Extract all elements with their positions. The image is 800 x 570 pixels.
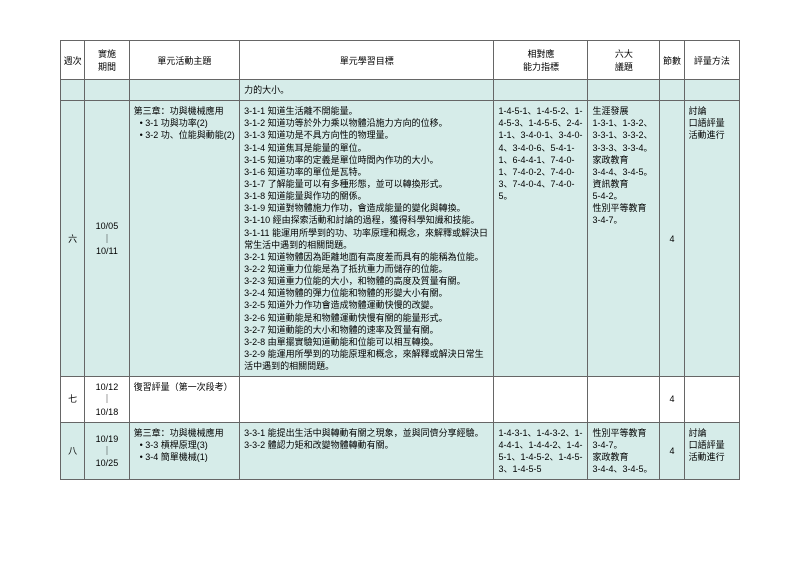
- topic-7: 復習評量（第一次段考）: [129, 377, 240, 422]
- table-row: 八 10/19 ｜ 10/25 第三章：功與機械應用 3-3 槓桿原理(3) 3…: [61, 422, 740, 480]
- periods-7: 4: [660, 377, 684, 422]
- obj-fragment: 力的大小。: [240, 80, 494, 101]
- objective-line: 3-2-7 知道動能的大小和物體的速率及質量有關。: [244, 324, 489, 336]
- six-7: [588, 377, 660, 422]
- eval-6: 討論 口語評量 活動進行: [684, 101, 739, 377]
- topic-item: 3-2 功、位能與動能(2): [140, 129, 236, 141]
- week-8: 八: [61, 422, 85, 480]
- topic-8: 第三章：功與機械應用 3-3 槓桿原理(3) 3-4 簡單機械(1): [129, 422, 240, 480]
- th-periods: 節數: [660, 41, 684, 80]
- dates-8: 10/19 ｜ 10/25: [85, 422, 129, 480]
- ability-7: [494, 377, 588, 422]
- objective-line: 3-2-2 知道重力位能是為了抵抗重力而儲存的位能。: [244, 263, 489, 275]
- objective-line: 3-2-3 知道重力位能的大小，和物體的高度及質量有關。: [244, 275, 489, 287]
- objective-line: 3-1-3 知道功是不具方向性的物理量。: [244, 129, 489, 141]
- dates-6: 10/05 ｜ 10/11: [85, 101, 129, 377]
- objective-line: 3-2-6 知道動能是和物體運動快慢有關的能量形式。: [244, 312, 489, 324]
- objective-line: 3-1-10 經由探索活動和討論的過程，獲得科學知識和技能。: [244, 214, 489, 226]
- periods-8: 4: [660, 422, 684, 480]
- periods-6: 4: [660, 101, 684, 377]
- topic-title: 第三章：功與機械應用: [134, 427, 236, 439]
- topic-item: 3-4 簡單機械(1): [140, 451, 236, 463]
- table-row: 六 10/05 ｜ 10/11 第三章：功與機械應用 3-1 功與功率(2) 3…: [61, 101, 740, 377]
- six-8: 性別平等教育 3-4-7。 家政教育 3-4-4、3-4-5。: [588, 422, 660, 480]
- objective-line: 3-3-2 體認力矩和改變物體轉動有關。: [244, 439, 489, 451]
- objective-line: 3-1-2 知道功等於外力乘以物體沿施力方向的位移。: [244, 117, 489, 129]
- th-six: 六大 議題: [588, 41, 660, 80]
- table-row: 力的大小。: [61, 80, 740, 101]
- objectives-7: [240, 377, 494, 422]
- objective-line: 3-2-8 由單擺實驗知道動能和位能可以相互轉換。: [244, 336, 489, 348]
- objective-line: 3-1-1 知道生活離不開能量。: [244, 105, 489, 117]
- objective-line: 3-2-1 知道物體因為距離地面有高度差而具有的能稱為位能。: [244, 251, 489, 263]
- ability-8: 1-4-3-1、1-4-3-2、1-4-4-1、1-4-4-2、1-4-5-1、…: [494, 422, 588, 480]
- objective-line: 3-3-1 能提出生活中與轉動有關之現象，並與同儕分享經驗。: [244, 427, 489, 439]
- th-eval: 評量方法: [684, 41, 739, 80]
- objective-line: 3-1-8 知道能量與作功的關係。: [244, 190, 489, 202]
- objective-line: 3-1-7 了解能量可以有多種形態，並可以轉換形式。: [244, 178, 489, 190]
- objective-line: 3-2-4 知道物體的彈力位能和物體的形變大小有關。: [244, 287, 489, 299]
- th-objectives: 單元學習目標: [240, 41, 494, 80]
- th-week: 週次: [61, 41, 85, 80]
- topic-title: 第三章：功與機械應用: [134, 105, 236, 117]
- dates-7: 10/12 ｜ 10/18: [85, 377, 129, 422]
- topic-item: 3-3 槓桿原理(3): [140, 439, 236, 451]
- th-ability: 相對應 能力指標: [494, 41, 588, 80]
- objective-line: 3-2-9 能運用所學到的功能原理和概念，來解釋或解決日常生活中遇到的相關問題。: [244, 348, 489, 372]
- topic-item: 3-1 功與功率(2): [140, 117, 236, 129]
- week-6: 六: [61, 101, 85, 377]
- week-7: 七: [61, 377, 85, 422]
- objectives-8: 3-3-1 能提出生活中與轉動有關之現象，並與同儕分享經驗。3-3-2 體認力矩…: [240, 422, 494, 480]
- topic-6: 第三章：功與機械應用 3-1 功與功率(2) 3-2 功、位能與動能(2): [129, 101, 240, 377]
- ability-6: 1-4-5-1、1-4-5-2、1-4-5-3、1-4-5-5、2-4-1-1、…: [494, 101, 588, 377]
- objectives-6: 3-1-1 知道生活離不開能量。3-1-2 知道功等於外力乘以物體沿施力方向的位…: [240, 101, 494, 377]
- eval-8: 討論 口語評量 活動進行: [684, 422, 739, 480]
- th-period: 實施 期間: [85, 41, 129, 80]
- objective-line: 3-1-11 能運用所學到的功、功率原理和概念，來解釋或解決日常生活中遇到的相關…: [244, 227, 489, 251]
- objective-line: 3-1-4 知道焦耳是能量的單位。: [244, 142, 489, 154]
- objective-line: 3-1-5 知道功率的定義是單位時間內作功的大小。: [244, 154, 489, 166]
- objective-line: 3-2-5 知道外力作功會造成物體運動快慢的改變。: [244, 299, 489, 311]
- table-row: 七 10/12 ｜ 10/18 復習評量（第一次段考） 4: [61, 377, 740, 422]
- eval-7: [684, 377, 739, 422]
- six-6: 生涯發展 1-3-1、1-3-2、3-3-1、3-3-2、3-3-3、3-3-4…: [588, 101, 660, 377]
- th-topic: 單元活動主題: [129, 41, 240, 80]
- objective-line: 3-1-9 知道對物體施力作功，會造成能量的變化與轉換。: [244, 202, 489, 214]
- objective-line: 3-1-6 知道功率的單位是瓦特。: [244, 166, 489, 178]
